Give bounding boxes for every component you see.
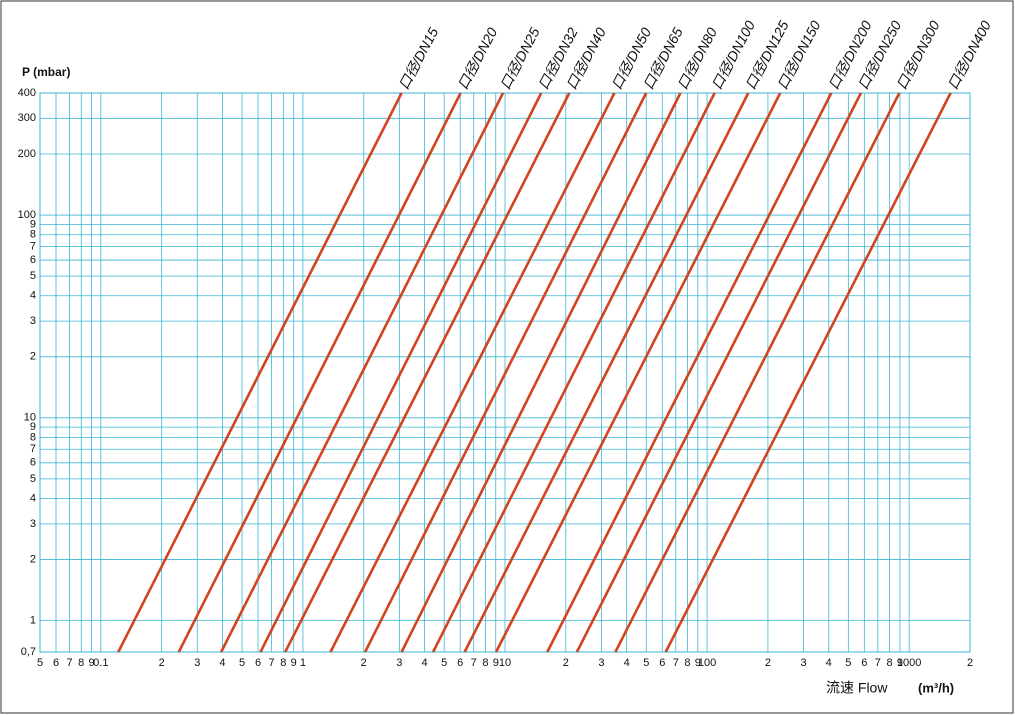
x-tick-label: 2	[563, 657, 569, 669]
y-tick-label: 100	[18, 209, 36, 221]
x-tick-label: 5	[441, 657, 447, 669]
x-tick-label: 9	[897, 657, 903, 669]
x-tick-label: 10	[499, 657, 511, 669]
x-tick-label: 7	[875, 657, 881, 669]
x-tick-label: 3	[800, 657, 806, 669]
x-tick-label: 2	[361, 657, 367, 669]
y-tick-label: 4	[30, 492, 36, 504]
x-tick-label: 4	[219, 657, 225, 669]
series-line	[259, 92, 543, 653]
x-tick-label: 8	[78, 657, 84, 669]
y-tick-label: 2	[30, 351, 36, 363]
x-tick-label: 8	[482, 657, 488, 669]
y-tick-label: 9	[30, 218, 36, 230]
series-line	[177, 92, 462, 653]
x-tick-label: 9	[291, 657, 297, 669]
x-tick-label: 3	[194, 657, 200, 669]
series-line	[284, 92, 571, 653]
series-line	[463, 92, 750, 653]
x-tick-label: 9	[89, 657, 95, 669]
x-tick-label: 6	[659, 657, 665, 669]
series-label: 口径/DN15	[395, 25, 441, 92]
x-tick-label: 4	[624, 657, 630, 669]
x-tick-label: 9	[493, 657, 499, 669]
series-line	[546, 92, 833, 653]
y-tick-label: 5	[30, 473, 36, 485]
y-tick-label: 10	[24, 412, 36, 424]
x-tick-label: 3	[396, 657, 402, 669]
x-tick-label: 5	[643, 657, 649, 669]
x-tick-label: 7	[269, 657, 275, 669]
x-tick-label: 0.1	[93, 657, 108, 669]
x-tick-label: 1000	[897, 657, 921, 669]
x-tick-label: 6	[255, 657, 261, 669]
y-tick-label: 8	[30, 431, 36, 443]
x-tick-label: 4	[826, 657, 832, 669]
series-line	[664, 92, 952, 653]
series-line	[220, 92, 505, 653]
series-line	[117, 92, 403, 653]
x-tick-label: 5	[37, 657, 43, 669]
x-tick-label: 7	[673, 657, 679, 669]
series-line	[431, 92, 716, 653]
x-tick-label: 5	[845, 657, 851, 669]
x-tick-label: 2	[967, 657, 973, 669]
x-tick-label: 2	[765, 657, 771, 669]
x-tick-label: 1	[300, 657, 306, 669]
x-tick-label: 100	[698, 657, 716, 669]
y-tick-label: 3	[30, 518, 36, 530]
y-tick-label: 2	[30, 553, 36, 565]
y-tick-label: 5	[30, 270, 36, 282]
x-tick-label: 2	[159, 657, 165, 669]
series-line	[575, 92, 863, 653]
y-tick-label: 300	[18, 112, 36, 124]
x-tick-label: 9	[695, 657, 701, 669]
y-tick-label: 8	[30, 229, 36, 241]
x-axis-title: 流速 Flow	[826, 680, 888, 696]
x-tick-label: 4	[422, 657, 428, 669]
y-tick-label: 200	[18, 148, 36, 160]
y-tick-label: 9	[30, 421, 36, 433]
y-tick-label: 6	[30, 254, 36, 266]
y-tick-label: 1	[30, 614, 36, 626]
y-tick-label: 6	[30, 457, 36, 469]
series-line	[400, 92, 682, 653]
x-tick-label: 7	[471, 657, 477, 669]
x-tick-label: 5	[239, 657, 245, 669]
x-tick-label: 3	[598, 657, 604, 669]
y-tick-label: 7	[30, 240, 36, 252]
y-tick-label: 400	[18, 87, 36, 99]
x-tick-label: 6	[457, 657, 463, 669]
series-label: 口径/DN400	[944, 18, 994, 92]
series-line	[363, 92, 648, 653]
x-tick-label: 7	[66, 657, 72, 669]
x-tick-label: 8	[684, 657, 690, 669]
y-tick-label: 3	[30, 315, 36, 327]
x-tick-label: 8	[887, 657, 893, 669]
x-tick-label: 6	[861, 657, 867, 669]
y-tick-label: 7	[30, 443, 36, 455]
y-tick-label: 0,7	[21, 646, 36, 658]
series-label: 口径/DN20	[454, 25, 500, 92]
series-line	[329, 92, 616, 653]
y-tick-label: 4	[30, 290, 36, 302]
y-axis-title: P (mbar)	[22, 65, 70, 79]
x-tick-label: 8	[280, 657, 286, 669]
x-axis-unit: (m³/h)	[918, 680, 954, 695]
series-line	[494, 92, 782, 653]
x-tick-label: 6	[53, 657, 59, 669]
series-line	[614, 92, 901, 653]
